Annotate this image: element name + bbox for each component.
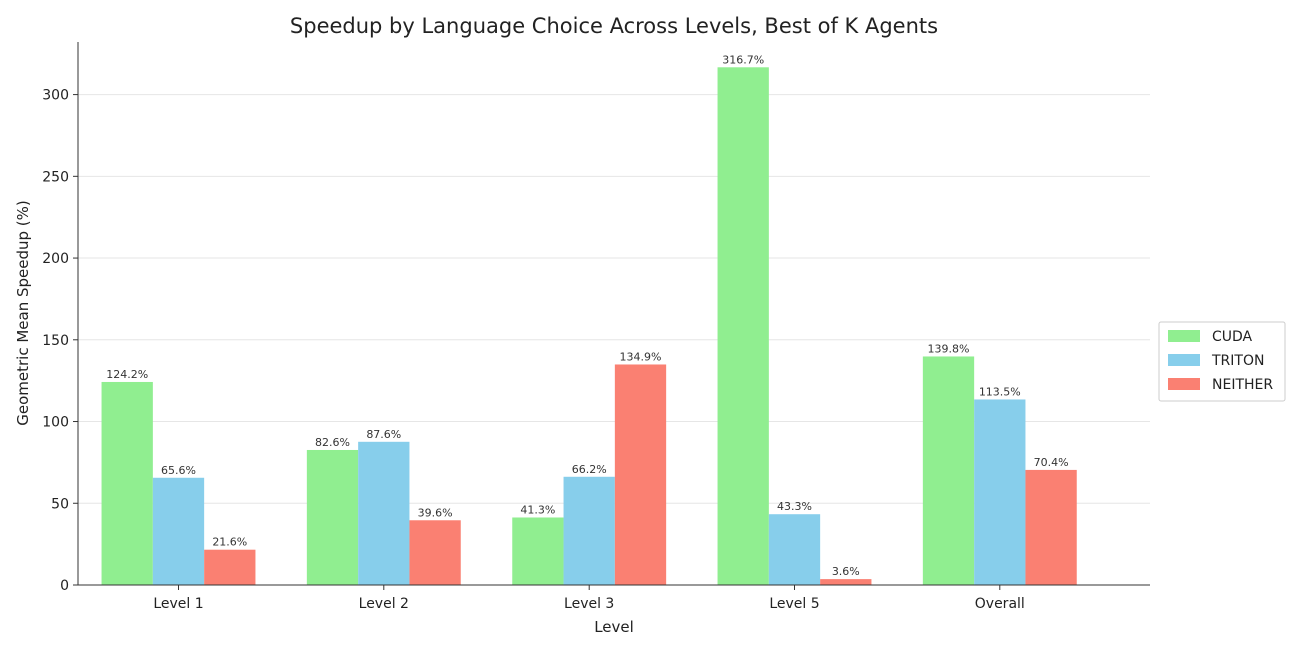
data-label: 124.2% bbox=[106, 368, 148, 381]
bars bbox=[101, 67, 1077, 585]
y-tick-label: 200 bbox=[42, 251, 69, 267]
y-tick-label: 250 bbox=[42, 169, 69, 185]
x-ticks: Level 1 Level 2 Level 3 Level 5 Overall bbox=[153, 585, 1025, 612]
legend: CUDA TRITON NEITHER bbox=[1158, 321, 1286, 402]
x-tick-label: Level 3 bbox=[564, 596, 614, 612]
legend-swatch-cuda bbox=[1168, 330, 1200, 342]
bar-cuda-level-3 bbox=[512, 517, 564, 585]
data-label: 65.6% bbox=[161, 464, 196, 477]
chart-title: Speedup by Language Choice Across Levels… bbox=[290, 14, 938, 38]
data-label: 82.6% bbox=[315, 436, 350, 449]
x-tick-label: Overall bbox=[975, 596, 1025, 612]
x-axis-title: Level bbox=[594, 618, 634, 636]
axes bbox=[77, 42, 1150, 586]
data-label: 70.4% bbox=[1034, 456, 1069, 469]
legend-swatch-triton bbox=[1168, 354, 1200, 366]
bar-neither-level-5 bbox=[820, 579, 872, 585]
data-label: 43.3% bbox=[777, 500, 812, 513]
bar-neither-level-1 bbox=[204, 549, 256, 585]
bar-cuda-level-2 bbox=[306, 449, 359, 585]
y-tick-label: 300 bbox=[42, 88, 69, 104]
y-tick-label: 150 bbox=[42, 333, 69, 349]
data-labels: 124.2% 82.6% 41.3% 316.7% 139.8% 65.6% 87.6% 66… bbox=[106, 53, 1068, 578]
data-label: 139.8% bbox=[928, 342, 970, 355]
y-axis-title: Geometric Mean Speedup (%) bbox=[14, 200, 32, 426]
data-label: 21.6% bbox=[212, 536, 247, 549]
bar-triton-level-1 bbox=[152, 477, 205, 585]
legend-label-neither: NEITHER bbox=[1212, 377, 1273, 393]
bar-neither-level-3 bbox=[614, 364, 667, 585]
data-label: 39.6% bbox=[418, 506, 453, 519]
y-tick-label: 0 bbox=[60, 578, 69, 594]
bar-cuda-overall bbox=[922, 356, 975, 585]
data-label: 3.6% bbox=[832, 565, 860, 578]
bar-triton-overall bbox=[974, 399, 1026, 585]
bar-triton-level-2 bbox=[358, 441, 410, 585]
bar-triton-level-5 bbox=[768, 514, 821, 585]
legend-label-triton: TRITON bbox=[1211, 353, 1264, 369]
legend-label-cuda: CUDA bbox=[1212, 329, 1253, 345]
legend-swatch-neither bbox=[1168, 378, 1200, 390]
data-label: 134.9% bbox=[620, 350, 662, 363]
x-tick-label: Level 2 bbox=[359, 596, 409, 612]
bar-neither-level-2 bbox=[409, 520, 461, 585]
bar-neither-overall bbox=[1025, 469, 1077, 585]
data-label: 66.2% bbox=[572, 463, 607, 476]
data-label: 316.7% bbox=[722, 53, 764, 66]
x-tick-label: Level 5 bbox=[769, 596, 819, 612]
y-ticks: 0 50 100 150 200 250 300 bbox=[42, 88, 78, 594]
bar-cuda-level-1 bbox=[101, 381, 153, 585]
x-tick-label: Level 1 bbox=[153, 596, 203, 612]
data-label: 41.3% bbox=[520, 503, 555, 516]
data-label: 113.5% bbox=[979, 385, 1021, 398]
y-tick-label: 100 bbox=[42, 415, 69, 431]
bar-cuda-level-5 bbox=[717, 67, 769, 585]
bar-triton-level-3 bbox=[563, 476, 615, 585]
y-tick-label: 50 bbox=[51, 496, 69, 512]
data-label: 87.6% bbox=[366, 428, 401, 441]
